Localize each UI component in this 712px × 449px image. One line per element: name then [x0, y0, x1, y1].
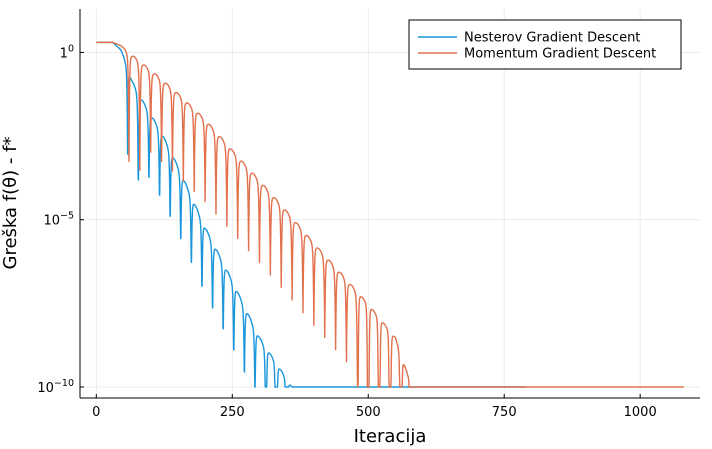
- legend-box: [408, 19, 682, 70]
- x-axis-label: Iteracija: [354, 426, 427, 447]
- axes: [79, 9, 700, 399]
- y-axis-label: Greška f(θ) - f*: [0, 137, 21, 270]
- x-tick-label-2: 500: [356, 405, 381, 420]
- y-axis-ticks: 10−10 10−5 10: [37, 43, 84, 396]
- series-line-1: [95, 41, 685, 388]
- series-layer: [95, 41, 685, 388]
- x-tick-label-1: 250: [220, 405, 245, 420]
- x-tick-label-0: 0: [92, 405, 100, 420]
- legend-label-1: Momentum Gradient Descent: [464, 47, 656, 62]
- x-axis-ticks: 0 250 500 750 1000: [92, 394, 657, 420]
- y-tick-label-1: 10−5: [43, 211, 74, 229]
- legend-label-0: Nesterov Gradient Descent: [464, 31, 640, 46]
- x-tick-label-3: 750: [492, 405, 517, 420]
- x-tick-label-4: 1000: [624, 405, 657, 420]
- y-tick-label-2: 10: [60, 43, 74, 61]
- y-tick-label-0: 10−10: [37, 378, 74, 396]
